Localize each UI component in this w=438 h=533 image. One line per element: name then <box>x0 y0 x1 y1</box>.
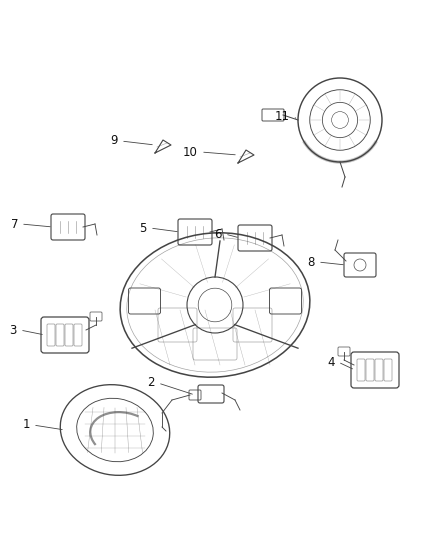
Text: 5: 5 <box>140 222 147 235</box>
Text: 2: 2 <box>148 376 155 390</box>
Text: 7: 7 <box>11 217 18 230</box>
Text: 3: 3 <box>10 324 17 336</box>
Text: 10: 10 <box>183 146 198 158</box>
Text: 11: 11 <box>275 109 290 123</box>
Text: 6: 6 <box>215 228 222 240</box>
Text: 8: 8 <box>307 255 315 269</box>
Text: 1: 1 <box>22 418 30 432</box>
Text: 9: 9 <box>110 134 118 148</box>
Text: 4: 4 <box>328 356 335 368</box>
